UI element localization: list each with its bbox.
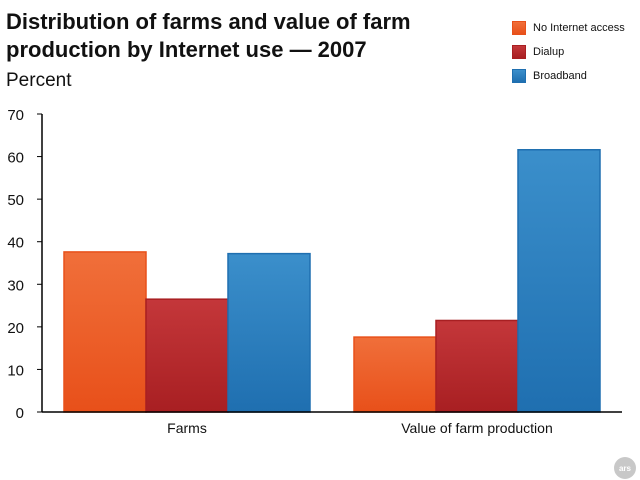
legend-label-dialup: Dialup [533, 46, 565, 58]
legend-label-no-internet: No Internet access [533, 22, 625, 34]
chart-subtitle: Percent [6, 70, 72, 91]
legend-swatch-no-internet [512, 21, 526, 35]
legend: No Internet access Dialup Broadband [512, 16, 625, 88]
y-tick-label: 40 [7, 235, 24, 252]
legend-item-no-internet: No Internet access [512, 16, 625, 40]
legend-label-broadband: Broadband [533, 70, 587, 82]
y-tick-label: 0 [16, 405, 24, 422]
ars-watermark: ars [614, 457, 636, 479]
chart-title: Distribution of farms and value of farm … [6, 9, 411, 62]
y-tick-label: 50 [7, 192, 24, 209]
y-tick-label: 20 [7, 320, 24, 337]
legend-item-broadband: Broadband [512, 64, 625, 88]
bar [63, 251, 147, 413]
y-tick-label: 60 [7, 150, 24, 167]
x-category-label: Value of farm production [401, 420, 553, 436]
y-tick-label: 10 [7, 362, 24, 379]
legend-item-dialup: Dialup [512, 40, 625, 64]
bar [517, 149, 601, 413]
y-tick-label: 70 [7, 107, 24, 124]
y-tick-label: 30 [7, 277, 24, 294]
bar [435, 319, 519, 413]
legend-swatch-dialup [512, 45, 526, 59]
legend-swatch-broadband [512, 69, 526, 83]
bar [145, 298, 229, 413]
bar [227, 252, 311, 413]
bar [353, 336, 437, 413]
x-category-label: Farms [167, 420, 207, 436]
